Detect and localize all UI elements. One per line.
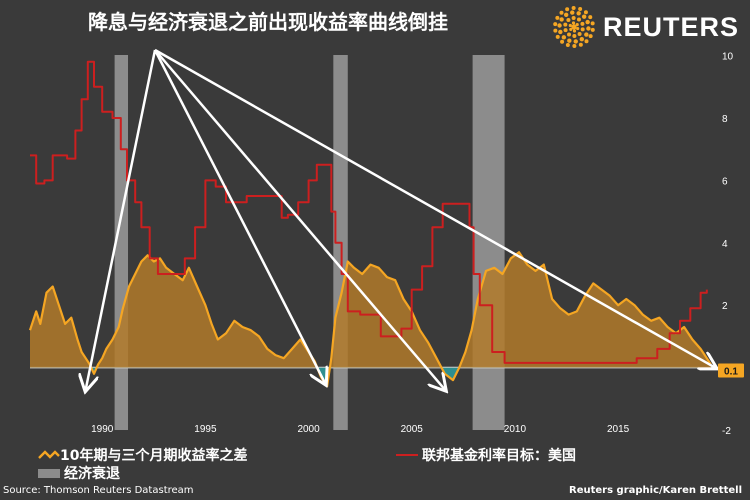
- brand-name: REUTERS: [603, 11, 740, 42]
- logo-dot: [575, 22, 579, 27]
- reuters-dot-logo-icon: [553, 6, 595, 48]
- x-tick-label: 2010: [504, 424, 527, 435]
- logo-dot: [571, 21, 576, 25]
- x-tick-label: 1995: [194, 424, 217, 435]
- legend-spread-swatch-icon: [38, 450, 60, 459]
- arrow-2: [153, 49, 325, 383]
- logo-dot: [590, 27, 595, 32]
- legend-item-recession: 经济衰退: [38, 463, 120, 483]
- last-value-label: 0.1: [724, 366, 738, 377]
- spread-area-positive: [30, 252, 711, 368]
- last-value-badge: 0.1: [718, 363, 744, 378]
- legend-recession-swatch-icon: [38, 468, 60, 478]
- logo-dot: [565, 7, 570, 12]
- logo-dot: [553, 28, 558, 33]
- logo-dot: [573, 39, 578, 44]
- logo-dot: [563, 28, 568, 33]
- logo-dot: [584, 32, 589, 37]
- logo-dot: [576, 11, 581, 16]
- y-axis-ticks: -20246810: [722, 52, 734, 437]
- logo-dot: [572, 29, 577, 33]
- logo-dot: [563, 12, 569, 17]
- logo-dot: [561, 35, 567, 40]
- logo-dot: [583, 10, 588, 15]
- logo-dot: [578, 7, 583, 12]
- legend-fed-swatch-icon: [396, 454, 418, 456]
- x-tick-label: 2015: [607, 424, 630, 435]
- arrow-1: [86, 49, 157, 389]
- x-tick-label: 1990: [91, 424, 114, 435]
- logo-dot: [588, 34, 593, 39]
- logo-dot: [579, 37, 585, 42]
- legend-recession-label: 经济衰退: [64, 466, 120, 482]
- logo-dot: [584, 39, 589, 44]
- logo-dot: [566, 17, 571, 22]
- logo-dot: [560, 39, 565, 44]
- legend-item-fed: 联邦基金利率目标：美国: [396, 445, 576, 465]
- logo-dot: [580, 21, 585, 26]
- spread-area: [30, 252, 711, 387]
- logo-dot: [559, 17, 564, 22]
- credit-note: Reuters graphic/Karen Brettell: [569, 485, 742, 496]
- logo-dot: [577, 32, 582, 37]
- legend-item-spread: 10年期与三个月期收益率之差: [38, 445, 247, 465]
- logo-dot: [563, 22, 568, 27]
- series-fed-line: [30, 60, 708, 364]
- recession-bar-3: [472, 55, 505, 430]
- y-tick-label: -2: [722, 426, 731, 437]
- logo-dot: [588, 15, 593, 20]
- x-tick-label: 2005: [401, 424, 424, 435]
- logo-dot: [571, 6, 576, 10]
- arrow-4: [154, 48, 715, 368]
- logo-dot: [569, 27, 573, 32]
- logo-dot: [568, 23, 572, 28]
- logo-dot: [580, 27, 585, 32]
- logo-dot: [553, 22, 558, 27]
- logo-dot: [567, 38, 572, 43]
- logo-dot: [557, 23, 562, 28]
- logo-dot: [565, 42, 570, 47]
- chart-title: 降息与经济衰退之前出现收益率曲线倒挂: [88, 10, 448, 34]
- logo-dot: [558, 29, 563, 35]
- x-axis-ticks: 1990 1995 2000 2005 2010 2015: [91, 424, 630, 435]
- arrow-3: [154, 49, 445, 389]
- y-tick-label: 6: [722, 176, 728, 187]
- logo-dot: [590, 21, 595, 26]
- reuters-logo: REUTERS: [553, 6, 739, 48]
- logo-dot: [576, 26, 580, 31]
- series-spread-line: [28, 251, 712, 388]
- logo-dot: [572, 44, 577, 48]
- logo-dot: [559, 10, 564, 15]
- logo-dot: [572, 33, 577, 38]
- logo-dot: [578, 42, 583, 47]
- annotation-arrows: [86, 48, 715, 389]
- logo-dot: [571, 24, 577, 30]
- y-tick-label: 4: [722, 239, 728, 250]
- legend-fed-label: 联邦基金利率目标：美国: [422, 448, 576, 464]
- logo-dot: [581, 14, 587, 19]
- logo-dot: [571, 16, 576, 21]
- logo-dot: [585, 19, 590, 25]
- y-tick-label: 10: [722, 52, 734, 63]
- legend-spread-label: 10年期与三个月期收益率之差: [60, 448, 248, 464]
- y-tick-label: 8: [722, 114, 728, 125]
- source-note: Source: Thomson Reuters Datastream: [3, 485, 194, 496]
- y-tick-label: 2: [722, 301, 728, 312]
- logo-dot: [586, 26, 591, 31]
- logo-dot: [555, 34, 560, 39]
- logo-dot: [570, 10, 575, 15]
- logo-dot: [576, 17, 581, 22]
- x-tick-label: 2000: [297, 424, 320, 435]
- logo-dot: [555, 15, 560, 20]
- logo-dot: [567, 32, 572, 37]
